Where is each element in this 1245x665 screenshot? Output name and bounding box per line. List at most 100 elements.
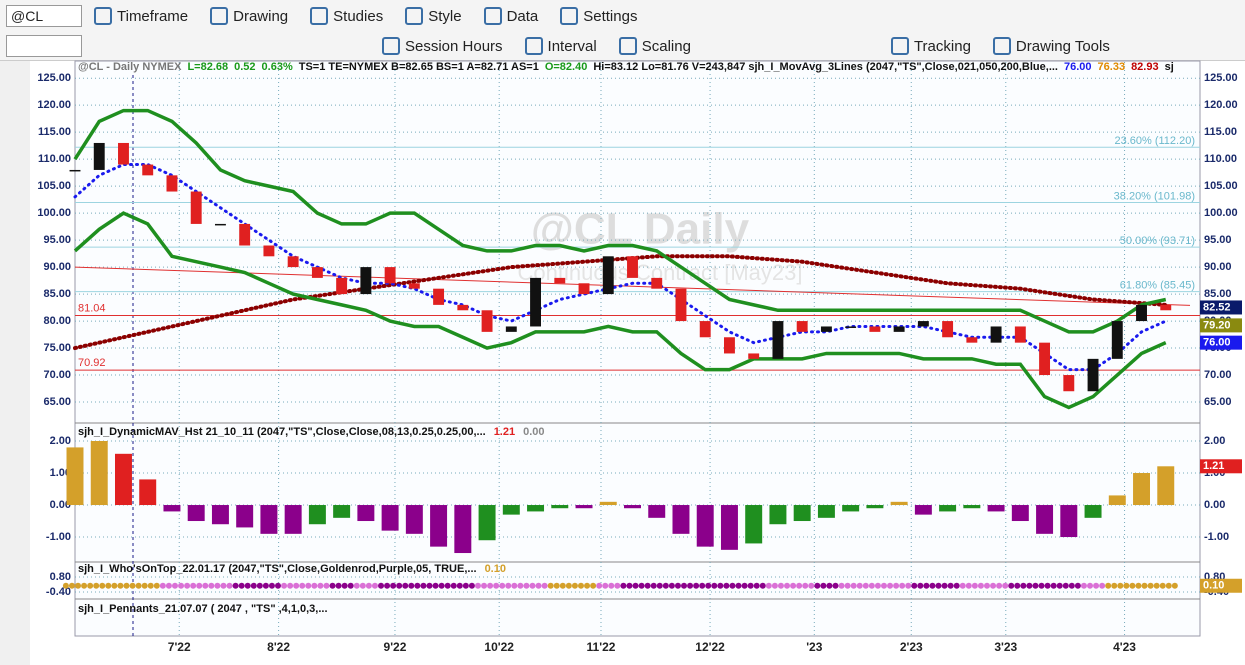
menu-label[interactable]: Interval xyxy=(547,37,597,55)
state-dot xyxy=(165,582,172,589)
candle xyxy=(627,256,638,278)
menu-label[interactable]: Style xyxy=(428,7,462,25)
state-dot xyxy=(790,582,797,589)
state-dot xyxy=(250,582,257,589)
state-dot xyxy=(614,582,621,589)
hist-bar xyxy=(1157,466,1175,506)
menu[interactable]: Interval xyxy=(524,37,597,55)
state-dot xyxy=(275,582,282,589)
candle xyxy=(190,191,202,224)
state-dot xyxy=(693,582,700,589)
state-dot xyxy=(983,582,990,589)
state-dot xyxy=(1068,582,1075,589)
hist-bar xyxy=(405,505,423,534)
state-dot xyxy=(650,582,657,589)
state-dot xyxy=(808,582,815,589)
value-flag-label: 76.00 xyxy=(1203,337,1231,349)
menu[interactable]: Style xyxy=(405,7,462,25)
state-dot xyxy=(129,582,136,589)
menu[interactable]: Scaling xyxy=(618,37,691,55)
state-dot xyxy=(868,582,875,589)
state-dot xyxy=(262,582,269,589)
state-dot xyxy=(656,582,663,589)
menu-label[interactable]: Session Hours xyxy=(405,37,503,55)
menu-label[interactable]: Studies xyxy=(333,7,384,25)
menu[interactable]: Session Hours xyxy=(382,37,503,55)
state-dot xyxy=(444,582,451,589)
candle xyxy=(1111,321,1123,359)
dropdown[interactable] xyxy=(6,35,82,57)
state-dot xyxy=(511,582,518,589)
menu-label[interactable]: Drawing xyxy=(233,7,289,25)
menu-label[interactable]: Scaling xyxy=(641,37,691,55)
state-dot xyxy=(571,582,578,589)
state-dot xyxy=(905,582,912,589)
state-dot xyxy=(1117,582,1124,589)
price-line-label: 70.92 xyxy=(78,357,106,369)
x-tick-label: 2'23 xyxy=(900,640,923,654)
menu-label[interactable]: Timeframe xyxy=(117,7,189,25)
state-dot xyxy=(414,582,421,589)
state-dot xyxy=(311,582,318,589)
state-dot xyxy=(93,582,100,589)
state-dot xyxy=(341,582,348,589)
candle xyxy=(1160,304,1172,311)
x-tick-label: 12'22 xyxy=(695,640,725,654)
y-tick-label-left: 1.00 xyxy=(50,467,71,479)
y-tick-label-left: 90.00 xyxy=(43,261,71,273)
menu-label[interactable]: Data xyxy=(506,7,539,25)
state-dot xyxy=(917,582,924,589)
y-tick-label: 95.00 xyxy=(1204,234,1232,246)
menu[interactable]: Data xyxy=(483,7,539,25)
hist-bar xyxy=(1133,473,1151,506)
menu[interactable]: Settings xyxy=(560,7,637,25)
state-dot xyxy=(87,582,94,589)
header-field: 82.93 xyxy=(1131,61,1159,73)
state-dot xyxy=(1008,582,1015,589)
pane-title: sjh_I_Who'sOnTop_22.01.17 (2047,"TS",Clo… xyxy=(78,563,506,575)
x-tick-label: 4'23 xyxy=(1113,640,1136,654)
candle xyxy=(408,283,420,289)
state-dot xyxy=(771,582,778,589)
header-field: @CL - Daily NYMEX xyxy=(78,61,182,73)
state-dot xyxy=(426,582,433,589)
symbol-box[interactable]: @CL xyxy=(6,5,82,27)
y-tick-label: 90.00 xyxy=(1204,261,1232,273)
state-dot xyxy=(214,582,221,589)
value-flag-label: 82.52 xyxy=(1203,301,1231,313)
menu-label[interactable]: Drawing Tools xyxy=(1015,37,1110,55)
state-dot xyxy=(553,582,560,589)
hist-bar xyxy=(575,505,593,509)
y-tick-label-left: 125.00 xyxy=(37,72,71,84)
state-dot xyxy=(911,582,918,589)
hist-bar xyxy=(963,505,981,509)
y-tick-label: 110.00 xyxy=(1204,153,1237,165)
pane-title-text: sjh_I_Who'sOnTop_22.01.17 (2047,"TS",Clo… xyxy=(78,563,477,575)
candle xyxy=(1014,326,1026,343)
menu[interactable]: Drawing xyxy=(210,7,288,25)
state-dot xyxy=(929,582,936,589)
state-dot xyxy=(862,582,869,589)
candle xyxy=(433,288,445,305)
x-tick-label: 10'22 xyxy=(484,640,514,654)
y-tick-label-left: 120.00 xyxy=(37,99,71,111)
candle xyxy=(481,310,493,332)
state-dot xyxy=(135,582,142,589)
menu-label[interactable]: Tracking xyxy=(913,37,971,55)
menu[interactable]: Studies xyxy=(310,7,383,25)
state-dot xyxy=(1147,582,1154,589)
hist-bar xyxy=(430,505,448,547)
menu[interactable]: Drawing Tools xyxy=(992,37,1110,55)
menu[interactable]: Tracking xyxy=(890,37,971,55)
state-dot xyxy=(450,582,457,589)
y-tick-label-left: 70.00 xyxy=(43,369,71,381)
menu[interactable]: Timeframe xyxy=(94,7,188,25)
state-dot xyxy=(1062,582,1069,589)
state-dot xyxy=(1159,582,1166,589)
state-dot xyxy=(105,582,112,589)
candle xyxy=(1136,304,1147,322)
state-dot xyxy=(1165,582,1172,589)
header-field: TS=1 TE=NYMEX B=82.65 BS=1 A=82.71 AS=1 xyxy=(298,61,539,73)
value-flag-label: 0.10 xyxy=(1203,580,1224,592)
menu-label[interactable]: Settings xyxy=(583,7,638,25)
